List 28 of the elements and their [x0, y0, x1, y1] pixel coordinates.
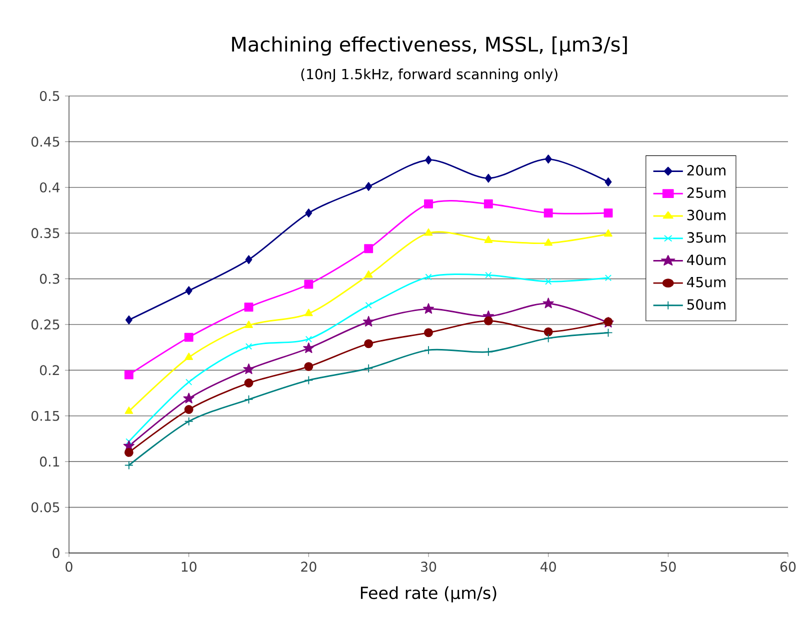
x-tick-label: 60: [780, 562, 796, 572]
y-tick-label: 0.15: [31, 410, 60, 421]
y-tick-label: 0.4: [40, 182, 60, 192]
y-tick-label: 0.45: [31, 136, 60, 147]
y-tick-label: 0.5: [40, 90, 60, 102]
legend-label: 40um: [686, 254, 726, 266]
legend-label: 50um: [687, 299, 726, 310]
y-tick-label: 0.3: [40, 274, 60, 284]
x-axis-title: Feed rate (μm/s): [360, 586, 496, 602]
legend-label: 45um: [686, 276, 726, 288]
legend-label: 35um: [687, 232, 726, 243]
x-tick-label: 0: [66, 562, 72, 572]
x-tick-label: 50: [660, 562, 676, 572]
x-tick-label: 20: [301, 562, 316, 572]
y-tick-label: 0.1: [40, 456, 60, 467]
x-tick-label: 40: [540, 562, 556, 572]
legend-label: 30um: [687, 210, 726, 220]
y-tick-label: 0.35: [31, 228, 60, 238]
y-tick-label: 0: [52, 548, 60, 558]
legend-label: 25um: [687, 187, 726, 198]
y-tick-label: 0.25: [31, 319, 60, 330]
x-tick-label: 30: [421, 562, 436, 572]
chart-title: Machining effectiveness, MSSL, [μm3/s]: [232, 36, 627, 56]
y-tick-label: 0.05: [31, 502, 60, 512]
legend-label: 20um: [687, 165, 726, 176]
chart-subtitle: (10nJ 1.5kHz, forward scanning only): [301, 68, 558, 82]
x-tick-label: 10: [182, 562, 196, 572]
y-tick-label: 0.2: [40, 365, 59, 376]
